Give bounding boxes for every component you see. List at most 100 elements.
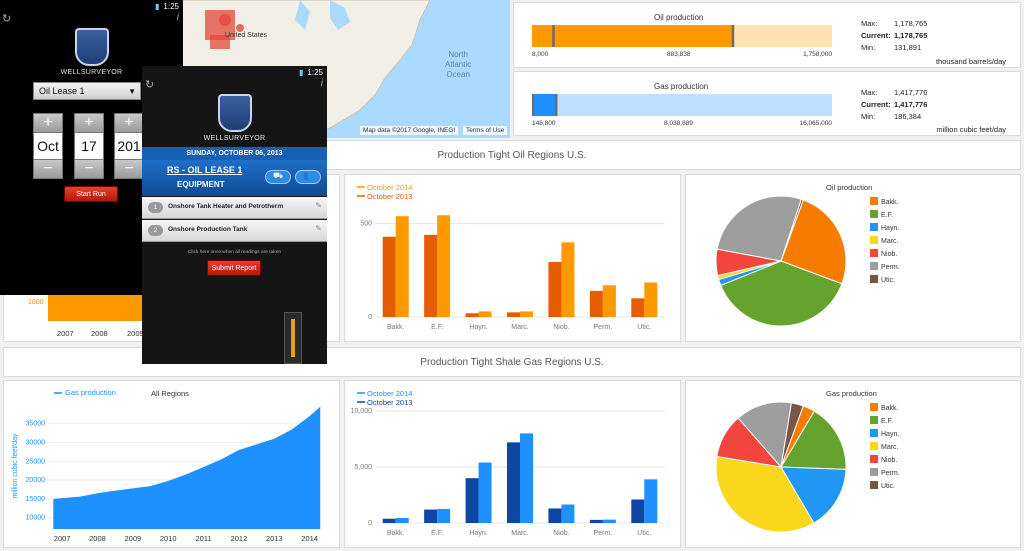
x-tick-label: Marc.: [511, 530, 529, 537]
bar: [520, 433, 533, 523]
map-terms-link[interactable]: Terms of Use: [463, 126, 508, 135]
info-icon[interactable]: i: [320, 78, 323, 89]
legend-swatch: [870, 262, 878, 270]
gauge-min-label: 148,800: [532, 120, 556, 127]
legend-swatch: [870, 442, 878, 450]
pie-slice: [780, 199, 847, 285]
pie-slice: [720, 260, 843, 327]
x-tick-label: 2012: [231, 534, 248, 543]
gas-pie-chart: Gas production Bakk. E.F. Hayn. Marc. Niob. Pe…: [715, 389, 900, 533]
legend-label: E.F.: [881, 418, 893, 425]
x-tick-label: Niob.: [553, 324, 569, 331]
equipment-list-item[interactable]: 1 Onshore Tank Heater and Petrotherm ✎: [142, 197, 327, 219]
bar: [589, 519, 603, 523]
bar: [644, 282, 658, 317]
legend-swatch: [870, 455, 878, 463]
bar: [465, 313, 479, 317]
year-stepper[interactable]: +201−: [114, 113, 144, 179]
lease-subtitle: EQUIPMENT: [177, 180, 225, 189]
gas-area-card: 10000 15000 20000 25000 30000 35000 2007 2008 20…: [3, 380, 340, 548]
brand-name: WELLSURVEYOR: [60, 69, 123, 76]
x-tick-label: 2007: [54, 534, 71, 543]
equipment-list-item[interactable]: 2 Onshore Production Tank ✎: [142, 220, 327, 242]
legend-swatch: [870, 197, 878, 205]
users-icon[interactable]: 👥: [295, 170, 321, 184]
y-tick-label: 0: [368, 520, 372, 527]
legend-swatch: [870, 210, 878, 218]
back-icon[interactable]: ↻: [145, 79, 155, 91]
legend-label: October 2014: [367, 183, 412, 192]
app-logo: WELLSURVEYOR: [142, 94, 327, 142]
minus-icon: −: [74, 159, 104, 179]
gauge-title: Oil production: [654, 13, 704, 22]
gauge-max-stat: Max:: [861, 88, 878, 97]
y-tick-label: 30000: [26, 439, 46, 446]
back-icon[interactable]: ↻: [2, 13, 12, 25]
legend-label: October 2013: [367, 192, 412, 201]
pie-slice: [780, 410, 847, 470]
submit-report-button[interactable]: Submit Report: [207, 260, 261, 276]
bar: [437, 509, 451, 523]
legend-swatch: [870, 223, 878, 231]
y-tick-label: 500: [360, 221, 372, 228]
x-tick-label: Niob.: [553, 530, 569, 537]
day-stepper[interactable]: +17−: [74, 113, 104, 179]
oil-bar-card: 0 500 Bakk. E.F. Hayn. Marc. Niob. Perm. Utic. Oc…: [344, 174, 681, 342]
x-tick-label: 2014: [301, 534, 318, 543]
y-tick-label: 25000: [26, 458, 46, 465]
gauge-max-value: 1,417,776: [894, 88, 928, 97]
gauge-max-label: 1,758,000: [803, 51, 832, 58]
x-tick-label: Utic.: [637, 530, 651, 537]
legend-swatch: [870, 403, 878, 411]
app-logo: WELLSURVEYOR: [0, 28, 183, 76]
info-icon[interactable]: i: [176, 12, 179, 23]
scroll-slider[interactable]: [284, 312, 302, 364]
bar: [644, 479, 658, 523]
status-bar: ▮ 1:25: [299, 67, 323, 77]
bar: [507, 442, 520, 523]
day-value: 17: [74, 133, 104, 159]
x-tick-label: 2010: [160, 534, 177, 543]
legend-label: Bakk.: [881, 199, 899, 206]
legend-label: Bakk.: [881, 405, 899, 412]
lease-select[interactable]: Oil Lease 1 ▼: [33, 82, 141, 100]
bar: [507, 312, 520, 317]
month-value: Oct: [33, 133, 63, 159]
bar: [602, 519, 616, 523]
pie-slice: [780, 466, 847, 524]
lease-header: RS - OIL LEASE 1 EQUIPMENT ⛟ 👥: [142, 160, 327, 196]
legend-label: E.F.: [881, 212, 893, 219]
x-tick-label: 2008: [89, 534, 106, 543]
y-tick-label: 0: [368, 314, 372, 321]
pie-slice: [716, 195, 802, 262]
gas-gauge-card: Gas production 148,800 8,038,889 16,065,…: [513, 71, 1021, 136]
oil-bar-chart: 0 500 Bakk. E.F. Hayn. Marc. Niob. Perm. Utic. Oc…: [357, 183, 665, 331]
y-tick-label: 10,000: [351, 408, 373, 415]
x-tick-label: Perm.: [594, 530, 613, 537]
month-stepper[interactable]: + Oct −: [33, 113, 63, 179]
start-run-button[interactable]: Start Run: [64, 186, 118, 202]
x-tick-label: 2009: [125, 534, 142, 543]
minus-icon: −: [114, 159, 144, 179]
bar: [395, 517, 409, 523]
gas-bar-chart: 0 5,000 10,000 Bakk. E.F. Hayn. Marc. Niob. Perm…: [351, 389, 665, 537]
legend-swatch: [870, 481, 878, 489]
legend-label: Utic.: [881, 277, 895, 284]
x-tick-label: Hayn.: [469, 530, 487, 537]
legend-swatch: [870, 416, 878, 424]
gauge-max-stat: Max:: [861, 19, 878, 28]
pie-slice: [715, 455, 815, 533]
x-tick-label: 2011: [195, 534, 211, 543]
gauge-min-marker: [552, 25, 555, 47]
bar: [631, 499, 645, 523]
lease-title: RS - OIL LEASE 1: [167, 165, 243, 175]
x-tick-label: E.F.: [431, 324, 443, 331]
bar: [465, 478, 479, 523]
plus-icon: +: [74, 113, 104, 133]
legend-label: Marc.: [881, 444, 899, 451]
minus-icon: −: [33, 159, 63, 179]
gauge-fill: [532, 25, 733, 47]
truck-icon[interactable]: ⛟: [265, 170, 291, 184]
gauge-unit: thousand barrels/day: [935, 57, 1006, 66]
gauge-min-value: 131,891: [894, 43, 922, 52]
